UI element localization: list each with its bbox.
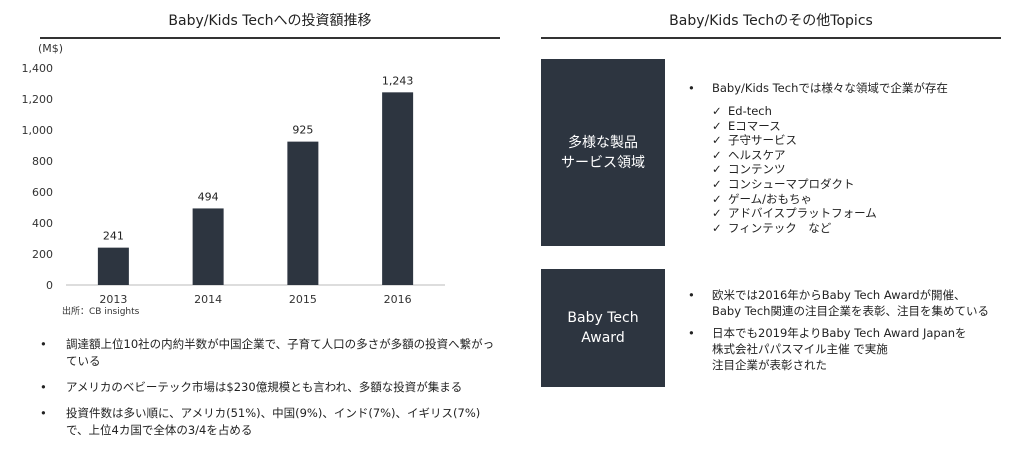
- chart-title: Baby/Kids Techへの投資額推移: [168, 13, 372, 29]
- box1-intro-list: Baby/Kids Techでは様々な領域で企業が存在: [688, 80, 1008, 102]
- left-bullet-2: アメリカのベビーテック市場は$230億規模とも言われ、多額な投資が集まる: [40, 379, 500, 396]
- product-area-checklist: ✓ Ed-tech ✓ Eコマース ✓ 子守サービス ✓ ヘルスケア ✓ コンテンツ ✓ コ…: [712, 104, 877, 235]
- check-icon: ✓: [712, 191, 722, 206]
- box1-intro: Baby/Kids Techでは様々な領域で企業が存在: [688, 80, 1008, 96]
- check-icon: ✓: [712, 220, 722, 235]
- bar-2016: [382, 92, 414, 286]
- chart-source: 出所：CB insights: [62, 307, 140, 317]
- y-axis-unit-label: (M$): [38, 42, 63, 55]
- check-item: ✓ Ed-tech: [712, 104, 772, 118]
- data-label-2014: 494: [198, 190, 219, 203]
- right-title-rule: [541, 37, 1001, 39]
- data-label-2016: 1,243: [382, 74, 414, 87]
- bar-2013: [97, 247, 129, 285]
- check-icon: ✓: [712, 162, 722, 177]
- bar-2015: [287, 141, 319, 285]
- award-bullet-2: 日本でも2019年よりBaby Tech Award Japanを 株式会社パパ…: [688, 325, 1018, 373]
- check-icon: ✓: [712, 147, 722, 162]
- box-baby-tech-award: Baby Tech Award: [541, 269, 665, 387]
- data-label-2015: 925: [292, 124, 313, 137]
- topics-title: Baby/Kids Techのその他Topics: [669, 13, 873, 29]
- y-tick-label: 400: [32, 217, 53, 230]
- investment-bar-chart: (M$) 0 200 400 600 800 1,000 1,200 1,400 241 2013 4…: [22, 42, 445, 306]
- check-icon: ✓: [712, 118, 722, 133]
- check-item: ✓ ヘルスケア: [712, 147, 786, 162]
- x-tick-label-2016: 2016: [384, 293, 412, 306]
- left-bullet-1: 調達額上位10社の内約半数が中国企業で、子育て人口の多さが多額の投資へ繋がってい…: [40, 336, 500, 370]
- x-tick-label-2013: 2013: [99, 293, 127, 306]
- y-tick-label: 1,400: [22, 62, 54, 75]
- check-item: ✓ コンテンツ: [712, 162, 786, 177]
- y-tick-label: 200: [32, 248, 53, 261]
- check-icon: ✓: [712, 133, 722, 148]
- y-tick-label: 600: [32, 186, 53, 199]
- y-tick-label: 0: [46, 279, 53, 292]
- left-bullet-3: 投資件数は多い順に、アメリカ(51%)、中国(9%)、インド(7%)、イギリス(…: [40, 405, 500, 439]
- check-item: ✓ Eコマース: [712, 118, 781, 133]
- data-label-2013: 241: [103, 230, 124, 243]
- bar-2014: [192, 208, 224, 285]
- y-tick-label: 1,200: [22, 93, 54, 106]
- x-tick-label-2015: 2015: [289, 293, 317, 306]
- check-icon: ✓: [712, 206, 722, 221]
- left-bullet-list: 調達額上位10社の内約半数が中国企業で、子育て人口の多さが多額の投資へ繋がってい…: [40, 336, 500, 448]
- y-tick-label: 800: [32, 155, 53, 168]
- award-bullet-list: 欧米では2016年からBaby Tech Awardが開催、 Baby Tech…: [688, 287, 1018, 379]
- y-tick-label: 1,000: [22, 124, 54, 137]
- check-icon: ✓: [712, 176, 722, 191]
- check-item: ✓ 子守サービス: [712, 133, 797, 148]
- x-tick-label-2014: 2014: [194, 293, 222, 306]
- check-icon: ✓: [712, 104, 722, 118]
- check-item: ✓ コンシューマプロダクト: [712, 176, 855, 191]
- left-title-rule: [40, 37, 500, 39]
- check-item: ✓ フィンテック など: [712, 220, 832, 235]
- box-product-areas: 多様な製品 サービス領域: [541, 59, 665, 246]
- award-bullet-1: 欧米では2016年からBaby Tech Awardが開催、 Baby Tech…: [688, 287, 1018, 319]
- check-item: ✓ アドバイスプラットフォーム: [712, 206, 877, 221]
- check-item: ✓ ゲーム/おもちゃ: [712, 191, 813, 206]
